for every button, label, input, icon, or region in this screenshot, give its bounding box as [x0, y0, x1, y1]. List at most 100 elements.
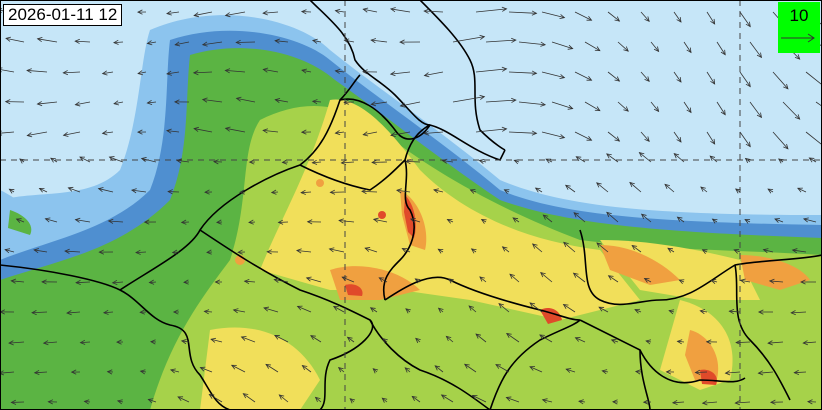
- wind-arrow: [447, 219, 454, 223]
- wind-arrow: [113, 101, 124, 105]
- wind-arrow: [683, 101, 692, 113]
- wind-arrowhead: [174, 41, 181, 47]
- wind-arrowhead: [66, 310, 72, 316]
- wind-arrowhead: [369, 307, 376, 313]
- wind-arrowhead: [614, 16, 621, 22]
- wind-arrowhead: [653, 106, 660, 113]
- wind-arrow: [716, 41, 726, 55]
- wind-arrowhead: [594, 106, 601, 112]
- wind-arrowhead: [210, 337, 217, 343]
- wind-arrowhead: [505, 332, 512, 339]
- wind-arrowhead: [745, 21, 751, 28]
- wind-arrow: [335, 131, 345, 134]
- wind-arrowhead: [531, 10, 538, 16]
- wind-arrowhead: [42, 340, 49, 346]
- wind-arrow: [138, 71, 147, 74]
- wind-arrow: [803, 218, 817, 223]
- wind-arrow: [739, 131, 751, 147]
- wind-arrowhead: [720, 49, 726, 56]
- reference-arrow-icon: [781, 33, 815, 43]
- wind-arrowhead: [150, 339, 156, 345]
- wind-arrow: [803, 341, 817, 344]
- wind-arrow: [362, 190, 378, 193]
- wind-arrow: [772, 131, 789, 150]
- wind-arrowhead: [203, 309, 210, 315]
- wind-arrow: [700, 310, 708, 313]
- wind-arrowhead: [710, 78, 716, 85]
- wind-arrow: [644, 278, 652, 283]
- wind-arrowhead: [565, 368, 572, 373]
- wind-arrowhead: [642, 399, 649, 405]
- wind-arrow: [673, 71, 682, 83]
- wind-arrow: [578, 400, 586, 403]
- wind-arrowhead: [232, 308, 239, 314]
- wind-arrowhead: [67, 186, 74, 192]
- wind-arrow: [565, 184, 576, 193]
- wind-arrow: [495, 364, 510, 373]
- wind-arrow: [640, 71, 650, 82]
- wind-arrow: [438, 307, 444, 313]
- wind-arrowhead: [173, 99, 180, 105]
- wind-arrow: [5, 249, 15, 253]
- wind-arrow: [606, 212, 619, 223]
- wind-arrowhead: [495, 364, 501, 369]
- wind-arrow: [650, 101, 659, 112]
- wind-arrow: [45, 218, 58, 223]
- wind-arrowhead: [644, 136, 650, 142]
- wind-arrowhead: [79, 156, 85, 162]
- wind-arrowhead: [409, 217, 416, 223]
- wind-arrowhead: [745, 81, 751, 88]
- wind-arrow: [415, 278, 421, 283]
- wind-arrow: [263, 68, 279, 73]
- wind-arrowhead: [735, 339, 741, 345]
- wind-arrow: [176, 159, 190, 163]
- wind-arrow: [498, 303, 510, 313]
- wind-arrow: [274, 335, 289, 343]
- wind-arrowhead: [0, 370, 5, 376]
- wind-arrow: [763, 249, 774, 253]
- wind-arrow: [166, 11, 180, 15]
- wind-arrowhead: [266, 249, 272, 255]
- wind-arrowhead: [623, 106, 629, 112]
- wind-arrow: [243, 393, 256, 403]
- wind-arrow: [739, 11, 751, 27]
- wind-arrow: [204, 310, 213, 313]
- wind-arrow: [342, 276, 355, 283]
- wind-arrow: [79, 156, 91, 163]
- wind-arrowhead: [296, 248, 302, 254]
- wind-arrow: [379, 277, 388, 283]
- wind-arrow: [607, 131, 620, 142]
- wind-arrowhead: [767, 188, 774, 194]
- wind-arrow: [396, 189, 411, 193]
- wind-arrowhead: [709, 155, 716, 161]
- wind-arrowhead: [311, 159, 318, 165]
- wind-arrow: [532, 243, 543, 253]
- wind-arrow: [563, 242, 576, 253]
- wind-arrow: [363, 131, 378, 136]
- wind-arrow: [769, 280, 784, 283]
- wind-arrowhead: [70, 369, 77, 375]
- wind-arrow: [312, 100, 322, 103]
- wind-arrow: [98, 188, 114, 193]
- wind-arrow: [535, 187, 543, 193]
- wind-arrowhead: [614, 136, 621, 142]
- wind-arrow: [739, 71, 751, 87]
- wind-arrowhead: [531, 130, 538, 136]
- wind-arrow: [241, 336, 256, 343]
- wind-arrowhead: [296, 305, 303, 311]
- wind-arrowhead: [441, 158, 448, 164]
- wind-arrow: [75, 40, 91, 43]
- wind-arrowhead: [575, 156, 582, 162]
- wind-arrow: [404, 367, 411, 373]
- wind-arrowhead: [501, 246, 508, 252]
- wind-arrow: [411, 396, 421, 403]
- wind-arrowhead: [36, 37, 43, 43]
- wind-arrowhead: [362, 7, 369, 13]
- wind-arrowhead: [596, 242, 602, 248]
- wind-arrow: [279, 394, 289, 403]
- wind-arrowhead: [794, 54, 801, 60]
- wind-arrow: [543, 214, 553, 223]
